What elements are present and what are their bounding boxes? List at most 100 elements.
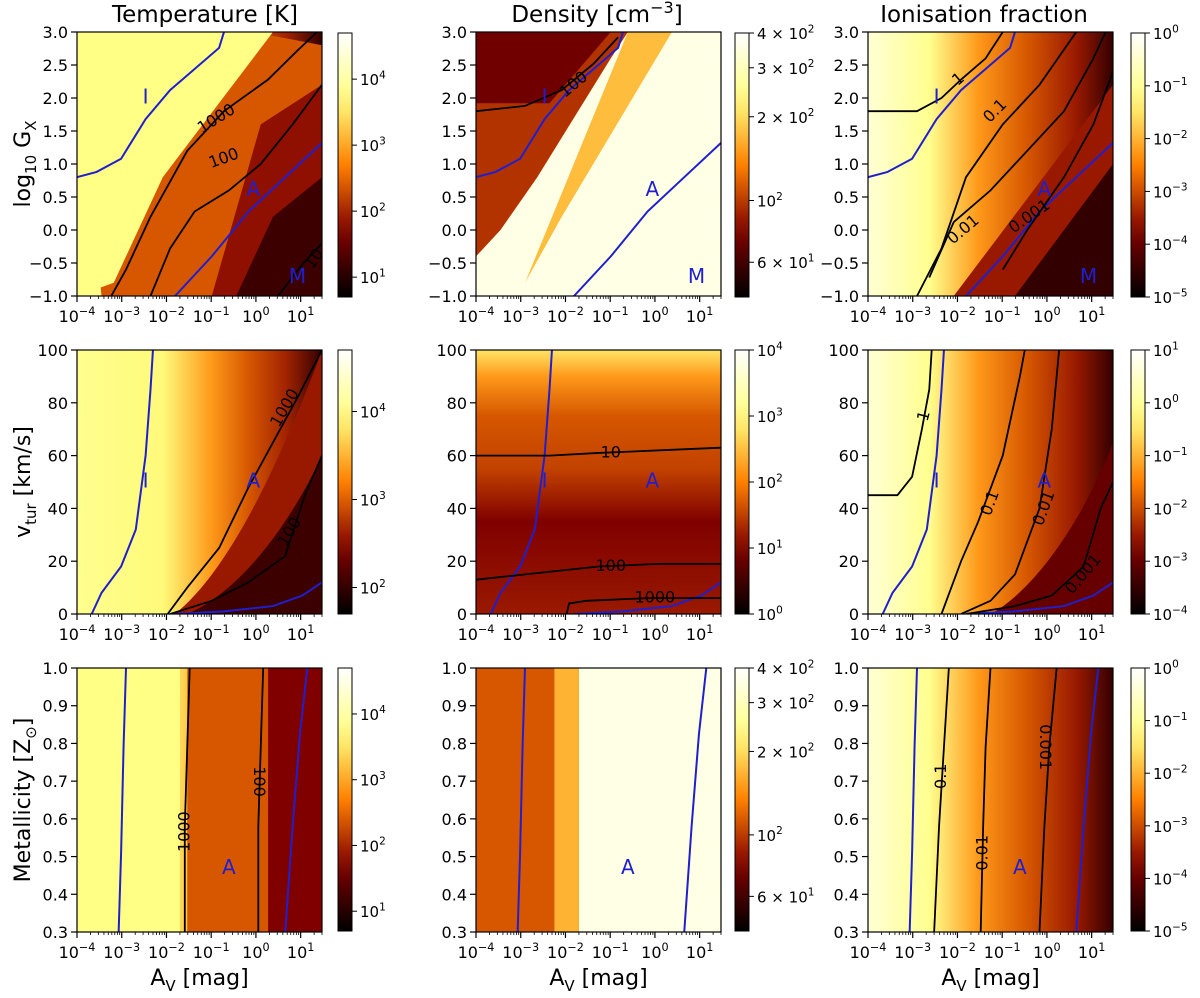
region-boundary-line [174,581,322,614]
y-tick-label: 0.6 [43,810,68,829]
region-label: A [247,177,261,201]
region-label: A [1013,855,1027,879]
y-tick-label: 0.8 [442,734,467,753]
region-label: A [222,855,236,879]
colorbar-density: 6 × 101 102 2 × 102 3 × 102 4 × 102 [734,658,814,932]
y-tick-label: 0.4 [834,885,859,904]
y-tick-label: 0.0 [834,221,859,240]
y-axis: −1.0 −0.5 0.0 0.5 1.0 1.5 2.0 2.5 3.0 [820,23,868,306]
region-boundary-line [573,581,721,614]
x-axis: 10−4 10−3 10−2 10−1 100 101 [850,296,1114,326]
x-tick-label: 10−4 [458,941,495,962]
contour-line [257,668,265,932]
contour-line [979,668,992,932]
contour-line [928,32,1107,278]
x-tick-label: 10−3 [894,305,931,326]
colorbar-tick-label: 102 [360,201,386,221]
x-tick-label: 10−2 [148,305,185,326]
y-axis-label: log10 GX [11,121,40,208]
x-tick-label: 100 [1033,305,1060,326]
y-tick-label: 0.7 [43,772,68,791]
y-tick-label: 1.0 [43,155,68,174]
colorbar-tick-label: 2 × 102 [757,742,814,762]
y-axis: −1.0 −0.5 0.0 0.5 1.0 1.5 2.0 2.5 3.0 [29,23,77,306]
x-tick-label: 10−4 [59,305,96,326]
region-boundary-line [1075,668,1100,932]
y-tick-label: 20 [447,552,467,571]
x-tick-label: 101 [1078,305,1105,326]
y-tick-label: 1.5 [834,122,859,141]
contour-line [868,32,1004,113]
region-label: I [143,85,149,109]
colorbar-density: 100 101 102 103 104 [734,340,783,624]
region-label: I [542,85,548,109]
y-axis: −1.0 −0.5 0.0 0.5 1.0 1.5 2.0 2.5 3.0 [428,23,476,306]
region-boundary-line [77,32,225,179]
y-tick-label: 0.6 [834,810,859,829]
region-boundary-line [908,668,918,932]
x-tick-label: 10−4 [850,941,887,962]
title-ionisation: Ionisation fraction [880,2,1088,28]
panel-density-2: 10 100 1000 I A 10−4 10−3 10−2 10−1 100 101 0 20 40 60… [436,340,783,644]
colorbar-tick-label: 104 [360,402,386,422]
colorbar-ionisation: 10−4 10−3 10−2 10−1 100 101 [1130,340,1188,624]
title-density: Density [cm−3] [511,0,682,28]
plot-frame [76,667,323,933]
colorbar-tick-label: 104 [360,69,386,89]
region-boundary-line [683,668,708,932]
region-label: A [646,469,660,493]
colorbar-gradient [734,349,750,615]
y-tick-label: 40 [48,499,68,518]
title-temperature: Temperature [K] [111,2,298,28]
x-axis: 10−4 10−3 10−2 10−1 100 101 [458,932,722,962]
y-tick-label: 3.0 [834,23,859,42]
colorbar-tick-label: 3 × 102 [757,58,814,78]
heatmap-region-bright [77,32,273,296]
contour-line [110,32,318,296]
region-label: I [542,469,548,493]
contour-line [169,455,322,614]
colorbar-gradient [734,667,750,932]
colorbar-tick-label: 10−1 [1153,711,1188,731]
colorbar-tick-label: 10−2 [1153,763,1188,783]
colorbar-tick-label: 102 [360,836,386,856]
x-tick-label: 101 [287,623,314,644]
region-label: I [143,469,149,493]
x-tick-label: 10−2 [939,941,976,962]
heatmap-region-bright [554,668,579,932]
y-tick-label: 20 [48,552,68,571]
plot-frame [76,349,323,615]
x-tick-label: 10−2 [939,623,976,644]
colorbar-tick-label: 6 × 101 [757,887,814,907]
x-tick-label: 10−1 [592,941,629,962]
x-tick-label: 10−1 [193,305,230,326]
x-tick-label: 10−4 [850,623,887,644]
contour-line [1038,668,1058,932]
y-tick-label: 80 [839,394,859,413]
colorbar-tick-label: 10−3 [1153,551,1188,571]
y-tick-label: 2.0 [834,89,859,108]
x-tick-label: 10−2 [547,623,584,644]
panel-density-3: A10−4 10−3 10−2 10−1 100 1010.30.40.50.60.70.… [442,658,815,962]
colorbar-gradient [1130,667,1146,932]
plot-frame [475,667,722,933]
contour-label: 1000 [634,588,675,607]
colorbar-tick-label: 103 [360,135,386,155]
x-tick-label: 10−3 [894,623,931,644]
x-axis: 10−4 10−3 10−2 10−1 100 101 [458,296,722,326]
colorbar-tick-label: 103 [360,490,386,510]
x-tick-label: 100 [242,305,269,326]
y-tick-label: 0.7 [834,772,859,791]
x-axis-label: AV [mag] [941,966,1039,995]
region-boundary-line [573,142,721,296]
y-tick-label: 80 [48,394,68,413]
colorbar-gradient [734,32,750,298]
x-tick-label: 100 [641,305,668,326]
colorbar-tick-label: 10−2 [1153,499,1188,519]
y-tick-label: 1.0 [834,659,859,678]
colorbar-tick-label: 100 [1153,393,1179,413]
x-tick-label: 101 [686,305,713,326]
